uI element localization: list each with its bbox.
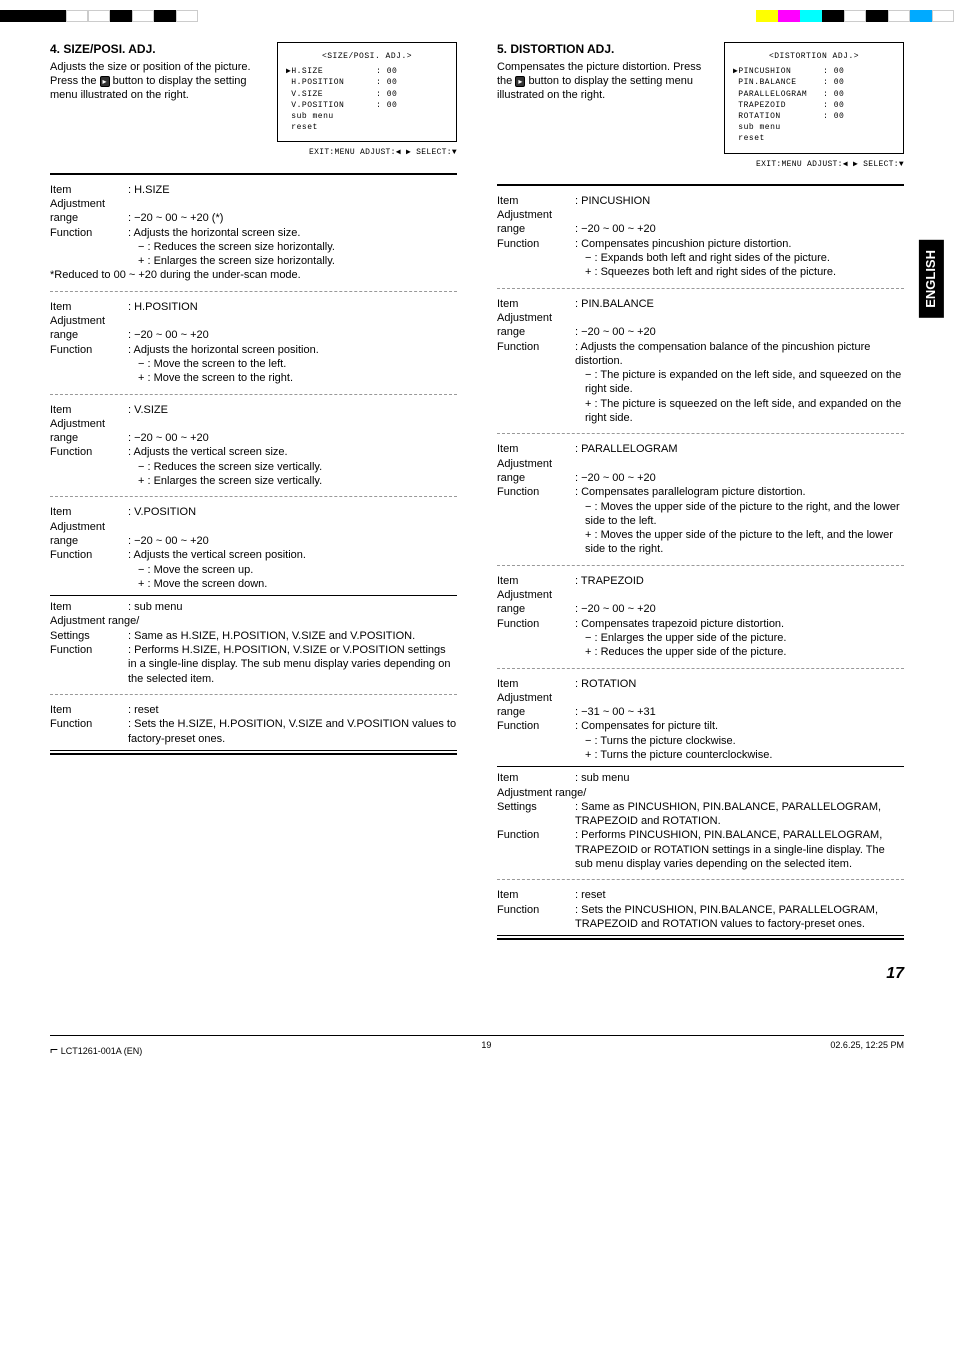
- item-block: Item: V.SIZEAdjustmentrange: −20 ~ 00 ~ …: [50, 399, 457, 493]
- col1-submenu: Item: sub menu Adjustment range/ Setting…: [50, 596, 457, 690]
- color-bar: [888, 10, 910, 22]
- item-block: Item: V.POSITIONAdjustmentrange: −20 ~ 0…: [50, 501, 457, 595]
- color-bar: [44, 10, 66, 22]
- osd-line: PIN.BALANCE : 00: [733, 77, 895, 88]
- color-bar: [88, 10, 110, 22]
- col2-submenu: Item: sub menu Adjustment range/ Setting…: [497, 767, 904, 875]
- item-block: Item: TRAPEZOIDAdjustmentrange: −20 ~ 00…: [497, 570, 904, 664]
- osd-line: sub menu: [733, 122, 895, 133]
- col2-reset: Item: reset Function: Sets the PINCUSHIO…: [497, 884, 904, 935]
- language-tab: ENGLISH: [919, 240, 944, 318]
- item-block: Item: PIN.BALANCEAdjustmentrange: −20 ~ …: [497, 293, 904, 430]
- osd-line: V.POSITION : 00: [286, 100, 448, 111]
- color-bar: [800, 10, 822, 22]
- osd-line: reset: [733, 133, 895, 144]
- page-number: 17: [0, 944, 954, 1005]
- color-bar: [110, 10, 132, 22]
- osd-distortion: <DISTORTION ADJ.> ▶PINCUSHION : 00 PIN.B…: [724, 42, 904, 154]
- color-bar: [756, 10, 778, 22]
- color-bar: [176, 10, 198, 22]
- color-bar: [778, 10, 800, 22]
- item-block: Item: PARALLELOGRAMAdjustmentrange: −20 …: [497, 438, 904, 560]
- osd-line: reset: [286, 122, 448, 133]
- osd-footer-1: EXIT:MENU ADJUST:◀ ▶ SELECT:▼: [277, 148, 457, 158]
- section-4-title: 4. SIZE/POSI. ADJ.: [50, 42, 267, 58]
- osd-size-posi: <SIZE/POSI. ADJ.> ▶H.SIZE : 00 H.POSITIO…: [277, 42, 457, 142]
- col1-reset: Item: reset Function: Sets the H.SIZE, H…: [50, 699, 457, 750]
- item-block: Item: ROTATIONAdjustmentrange: −31 ~ 00 …: [497, 673, 904, 767]
- select-icon: ▸: [100, 76, 110, 88]
- osd-line: ▶H.SIZE : 00: [286, 66, 448, 77]
- color-bar: [866, 10, 888, 22]
- item-block: Item: H.SIZEAdjustmentrange: −20 ~ 00 ~ …: [50, 179, 457, 287]
- section-5-desc: Compensates the picture distortion. Pres…: [497, 60, 714, 103]
- osd-line: ROTATION : 00: [733, 111, 895, 122]
- color-bar: [22, 10, 44, 22]
- osd-line: V.SIZE : 00: [286, 89, 448, 100]
- osd-line: H.POSITION : 00: [286, 77, 448, 88]
- item-block: Item: PINCUSHIONAdjustmentrange: −20 ~ 0…: [497, 190, 904, 284]
- section-5-title: 5. DISTORTION ADJ.: [497, 42, 714, 58]
- color-bar: [844, 10, 866, 22]
- color-bar: [910, 10, 932, 22]
- color-bar: [0, 10, 22, 22]
- section-4-desc: Adjusts the size or position of the pict…: [50, 60, 267, 103]
- footer: ⌐ LCT1261-001A (EN) 19 02.6.25, 12:25 PM: [0, 1040, 954, 1058]
- osd-footer-2: EXIT:MENU ADJUST:◀ ▶ SELECT:▼: [724, 160, 904, 170]
- left-column: 4. SIZE/POSI. ADJ. Adjusts the size or p…: [50, 42, 457, 944]
- color-bar: [132, 10, 154, 22]
- color-bar: [154, 10, 176, 22]
- top-color-bars: [0, 0, 954, 42]
- color-bar: [822, 10, 844, 22]
- select-icon: ▸: [515, 76, 525, 88]
- osd-line: sub menu: [286, 111, 448, 122]
- color-bar: [932, 10, 954, 22]
- osd-line: TRAPEZOID : 00: [733, 100, 895, 111]
- color-bar: [66, 10, 88, 22]
- right-column: 5. DISTORTION ADJ. Compensates the pictu…: [497, 42, 904, 944]
- item-block: Item: H.POSITIONAdjustmentrange: −20 ~ 0…: [50, 296, 457, 390]
- osd-line: ▶PINCUSHION : 00: [733, 66, 895, 77]
- osd-line: PARALLELOGRAM : 00: [733, 89, 895, 100]
